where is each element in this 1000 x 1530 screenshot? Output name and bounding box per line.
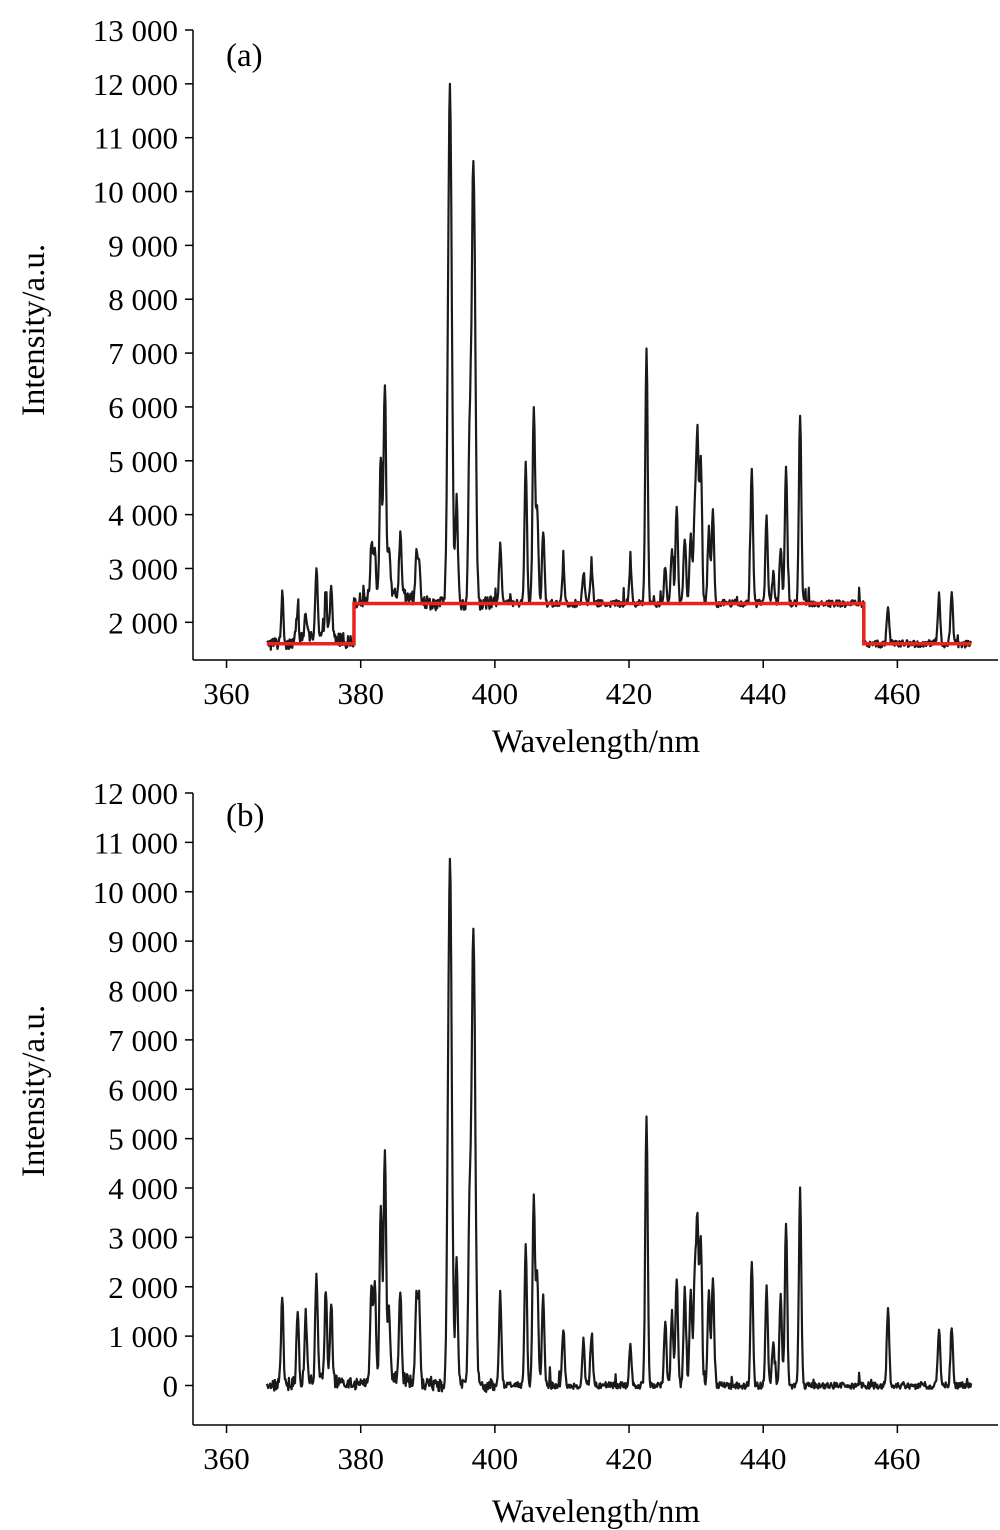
panel-a-y-axis-label: Intensity/a.u. [16, 244, 52, 416]
panel-a-y-tick-label: 5 000 [108, 444, 178, 479]
panel-b-y-tick-label: 1 000 [108, 1319, 178, 1354]
panel-b-y-axis-label: Intensity/a.u. [16, 1005, 52, 1177]
panel-b-ticks: 360 380 400 420 440 460 0 1 000 2 000 3 000 4 000 5… [93, 776, 998, 1476]
panel-b-y-tick-label: 5 000 [108, 1122, 178, 1157]
panel-b-x-tick-label: 360 [203, 1441, 250, 1476]
panel-a-ticks: 360 380 400 420 440 460 2 000 3 000 4 000 5 000 6 … [93, 13, 998, 711]
panel-a-y-tick-label: 4 000 [108, 498, 178, 533]
panel-a-y-tick-label: 13 000 [93, 13, 178, 48]
panel-a-x-tick-label: 360 [203, 676, 250, 711]
panel-b-x-tick-label: 380 [337, 1441, 384, 1476]
panel-a-y-tick-label: 8 000 [108, 282, 178, 317]
panel-b-y-tick-label: 6 000 [108, 1072, 178, 1107]
panel-a-x-axis-label: Wavelength/nm [492, 724, 700, 760]
panel-a-y-tick-label: 10 000 [93, 175, 178, 210]
panel-a-y-tick-label: 2 000 [108, 605, 178, 640]
panel-a: (a) Wavelength/nm Intensity/a.u. 360 380 4… [16, 13, 998, 760]
panel-a-x-tick-label: 400 [472, 676, 519, 711]
panel-b-y-tick-label: 2 000 [108, 1270, 178, 1305]
panel-b-x-tick-label: 440 [740, 1441, 787, 1476]
panel-b-x-tick-label: 460 [874, 1441, 921, 1476]
panel-b-y-tick-label: 12 000 [93, 776, 178, 811]
panel-b-x-tick-label: 420 [606, 1441, 653, 1476]
panel-b-y-tick-label: 11 000 [94, 825, 178, 860]
panel-b: (b) Wavelength/nm Intensity/a.u. 360 380 4… [16, 776, 998, 1530]
panel-a-x-tick-label: 380 [337, 676, 384, 711]
panel-b-x-tick-label: 400 [472, 1441, 519, 1476]
panel-b-y-tick-label: 9 000 [108, 924, 178, 959]
panel-a-y-tick-label: 6 000 [108, 390, 178, 425]
panel-a-label: (a) [226, 38, 263, 74]
panel-b-x-axis-label: Wavelength/nm [492, 1494, 700, 1530]
panel-a-plot-area [266, 82, 973, 651]
panel-b-y-tick-label: 3 000 [108, 1220, 178, 1255]
panel-a-x-tick-label: 420 [606, 676, 653, 711]
panel-b-label: (b) [226, 798, 264, 834]
panel-b-y-tick-label: 7 000 [108, 1023, 178, 1058]
panel-a-y-tick-label: 11 000 [94, 121, 178, 156]
panel-a-y-tick-label: 7 000 [108, 336, 178, 371]
panel-b-y-tick-label: 8 000 [108, 974, 178, 1009]
panel-a-y-tick-label: 9 000 [108, 228, 178, 263]
panel-b-plot-area [265, 857, 973, 1393]
panel-b-y-tick-label: 0 [163, 1369, 179, 1404]
panel-a-x-tick-label: 460 [874, 676, 921, 711]
panel-a-y-tick-label: 12 000 [93, 67, 178, 102]
panel-b-y-tick-label: 4 000 [108, 1171, 178, 1206]
panel-a-baseline-line [266, 601, 972, 646]
panel-a-spectrum-line [266, 82, 973, 651]
panel-b-spectrum-line [265, 857, 973, 1393]
panel-a-y-tick-label: 3 000 [108, 551, 178, 586]
panel-a-x-tick-label: 440 [740, 676, 787, 711]
panel-b-y-tick-label: 10 000 [93, 875, 178, 910]
